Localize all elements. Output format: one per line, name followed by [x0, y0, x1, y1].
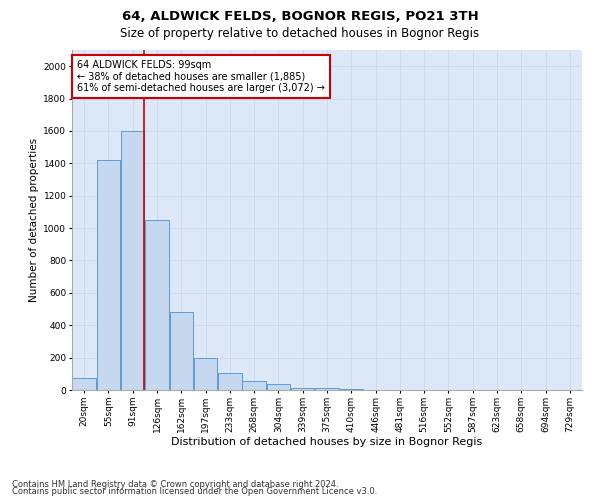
X-axis label: Distribution of detached houses by size in Bognor Regis: Distribution of detached houses by size …: [172, 438, 482, 448]
Text: Contains HM Land Registry data © Crown copyright and database right 2024.: Contains HM Land Registry data © Crown c…: [12, 480, 338, 489]
Text: 64, ALDWICK FELDS, BOGNOR REGIS, PO21 3TH: 64, ALDWICK FELDS, BOGNOR REGIS, PO21 3T…: [122, 10, 478, 23]
Text: Size of property relative to detached houses in Bognor Regis: Size of property relative to detached ho…: [121, 28, 479, 40]
Text: Contains public sector information licensed under the Open Government Licence v3: Contains public sector information licen…: [12, 488, 377, 496]
Bar: [340, 389, 363, 390]
Bar: [218, 373, 242, 390]
Bar: [97, 160, 120, 390]
Bar: [194, 358, 217, 390]
Bar: [266, 384, 290, 390]
Bar: [291, 388, 314, 390]
Bar: [73, 378, 96, 390]
Bar: [315, 388, 339, 390]
Y-axis label: Number of detached properties: Number of detached properties: [29, 138, 39, 302]
Bar: [121, 131, 145, 390]
Bar: [242, 381, 266, 390]
Text: 64 ALDWICK FELDS: 99sqm
← 38% of detached houses are smaller (1,885)
61% of semi: 64 ALDWICK FELDS: 99sqm ← 38% of detache…: [77, 60, 325, 94]
Bar: [145, 220, 169, 390]
Bar: [170, 312, 193, 390]
